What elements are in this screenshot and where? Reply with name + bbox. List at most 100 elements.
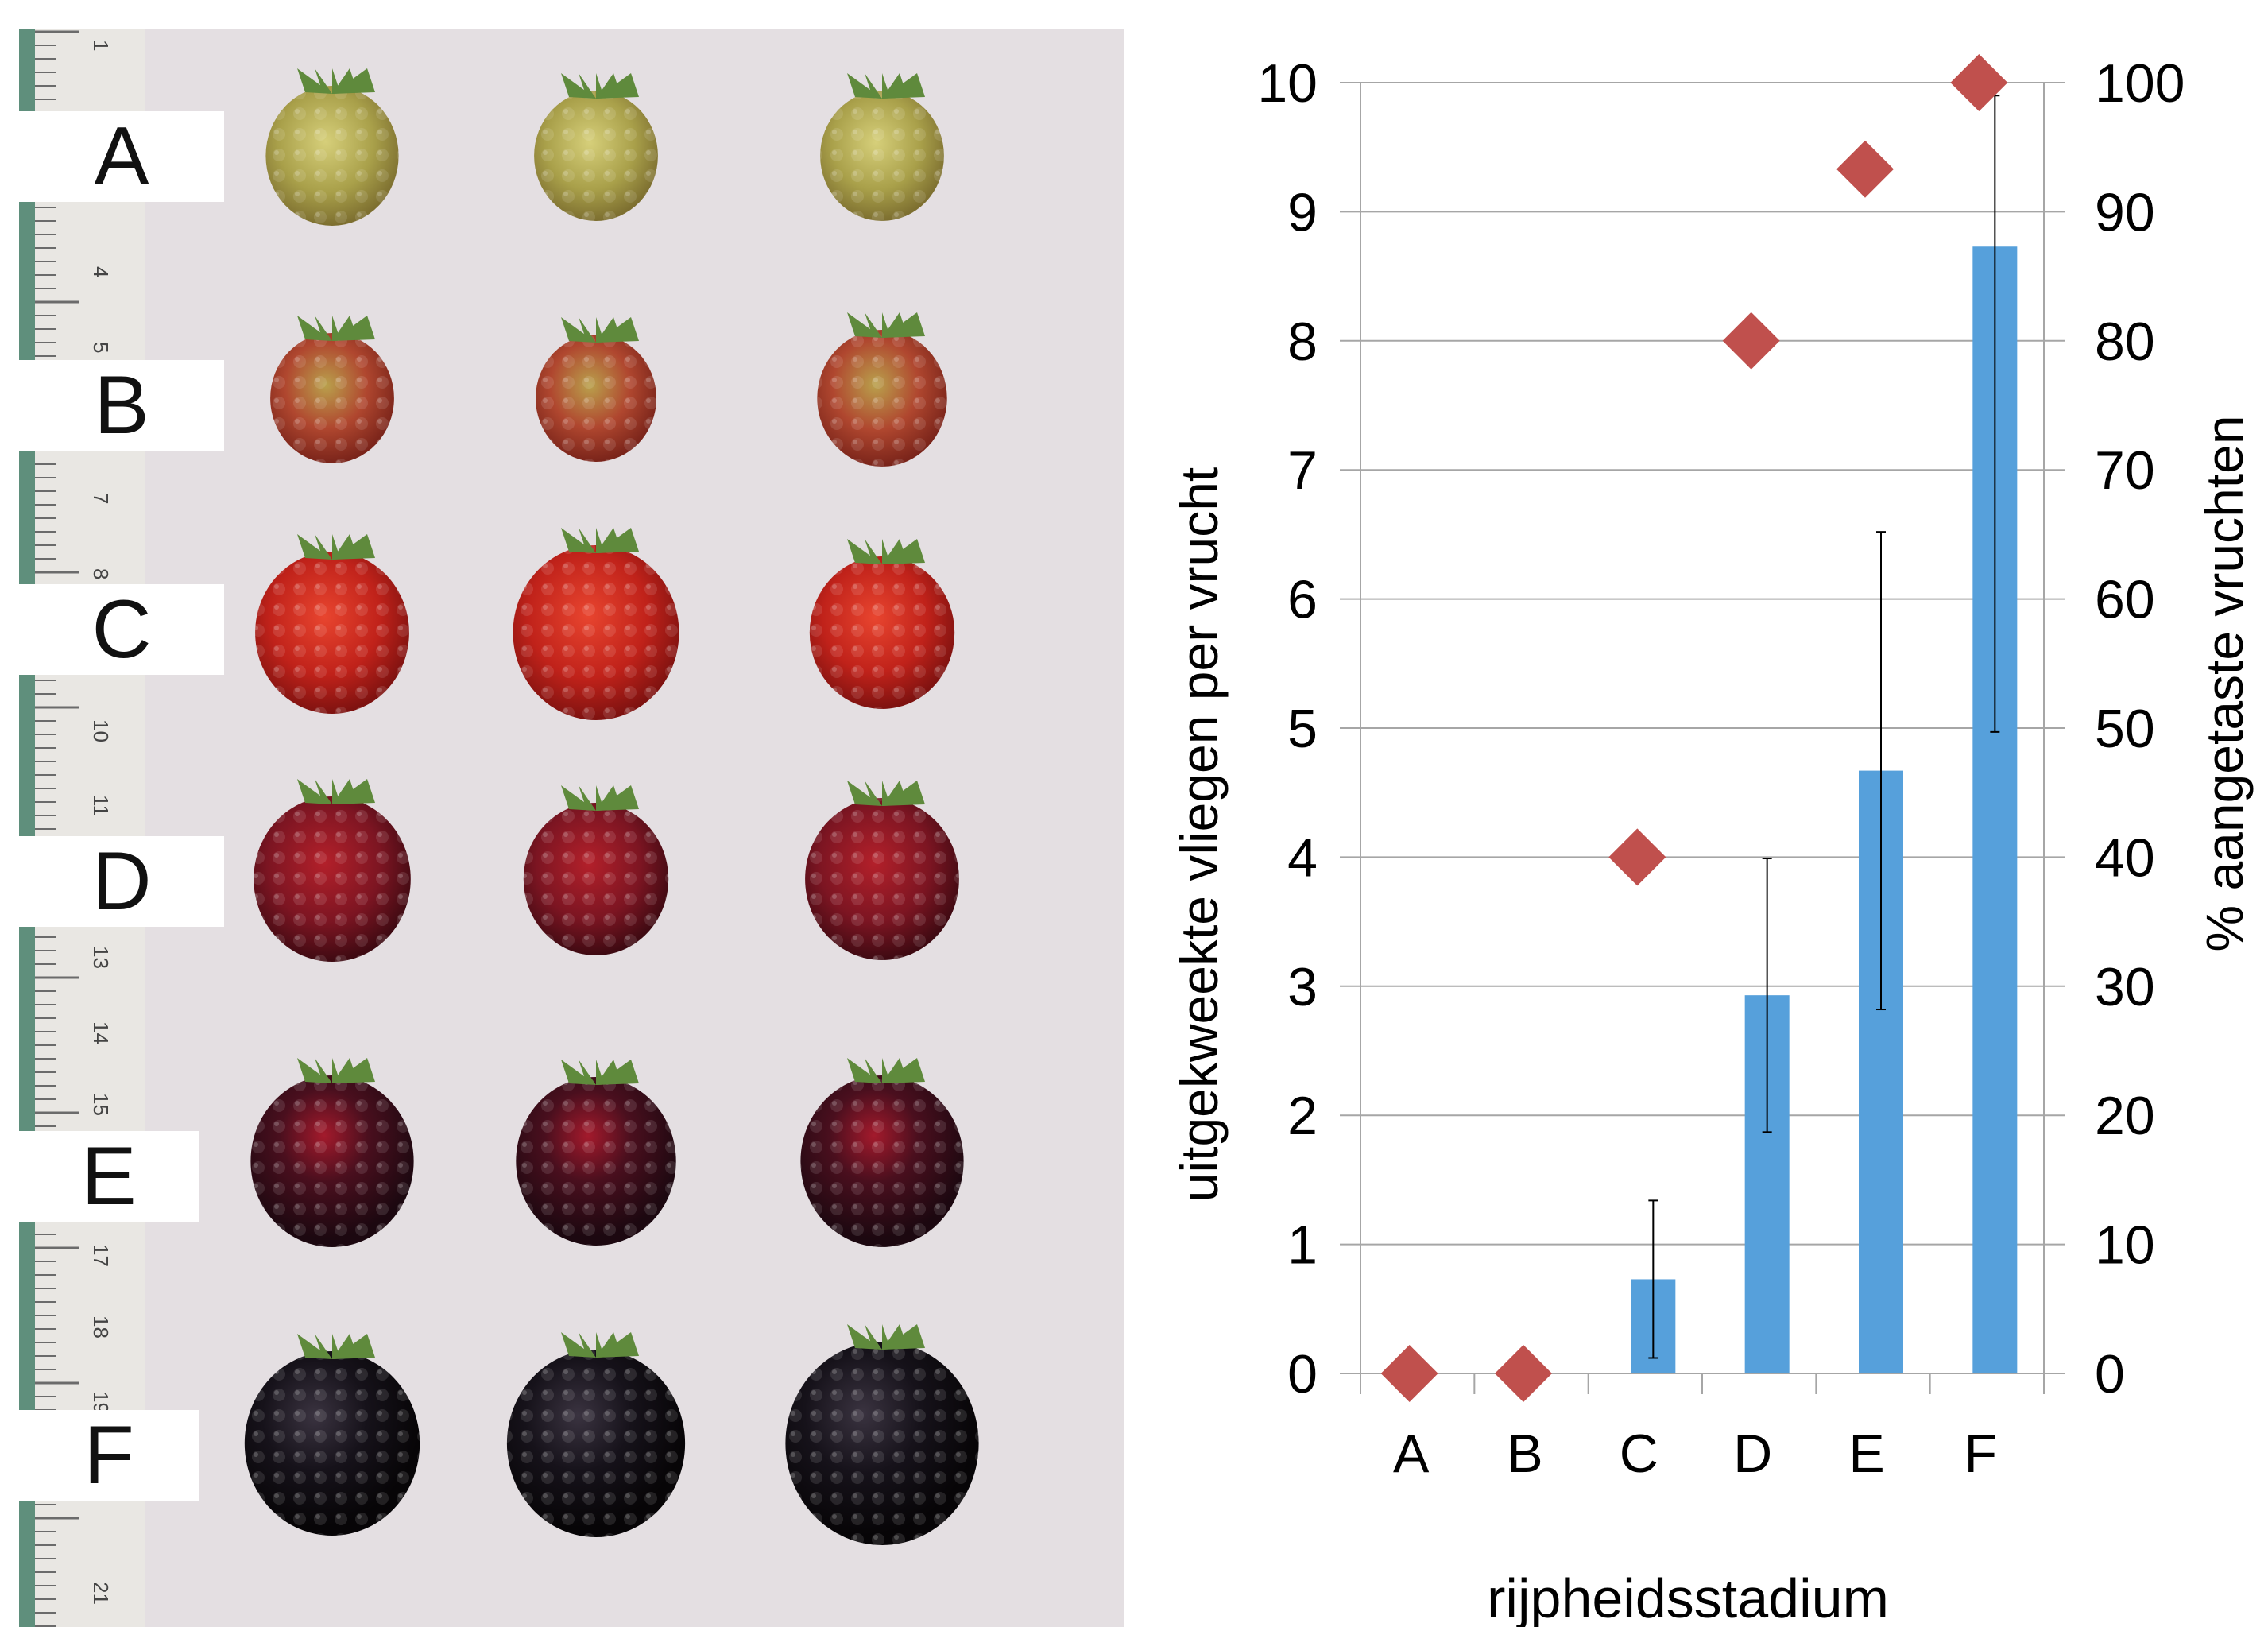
berry-calyx bbox=[332, 779, 375, 804]
ruler-number: 21 bbox=[89, 1582, 113, 1605]
berry-calyx bbox=[865, 1324, 882, 1350]
berry-drupelets bbox=[809, 556, 955, 709]
berry-drupelets bbox=[254, 796, 411, 962]
ruler-number: 7 bbox=[89, 493, 113, 504]
stage-label-d: D bbox=[19, 835, 224, 928]
ruler-number: 13 bbox=[89, 946, 113, 969]
ruler-number: 17 bbox=[89, 1244, 113, 1267]
y-right-tick-label: 60 bbox=[2095, 570, 2155, 630]
ruler-number: 18 bbox=[89, 1315, 113, 1339]
ruler-number: 15 bbox=[89, 1093, 113, 1116]
ruler-number: 8 bbox=[89, 568, 113, 579]
ruler-number: 1 bbox=[89, 40, 113, 51]
berry-calyx bbox=[315, 68, 332, 94]
ruler-number: 14 bbox=[89, 1021, 113, 1044]
berry-calyx bbox=[865, 312, 882, 338]
chart-svg: 0 1 2 3 4 5 6 7 8 9 10 0 10 20 30 40 50 60 70 80 90 100 A B C D… bbox=[1170, 53, 2254, 1629]
y-left-tick-label: 3 bbox=[1287, 957, 1318, 1017]
stage-label-f: F bbox=[19, 1408, 199, 1501]
ruler-number: 11 bbox=[89, 795, 113, 816]
berry-calyx bbox=[332, 1058, 375, 1083]
berry-calyx bbox=[579, 528, 596, 553]
marker bbox=[1722, 312, 1780, 370]
berry-calyx bbox=[865, 73, 882, 99]
ruler-number: 4 bbox=[89, 266, 113, 277]
berry-calyx bbox=[579, 1332, 596, 1358]
ruler-number: 10 bbox=[89, 719, 113, 742]
x-tick-label: C bbox=[1620, 1424, 1658, 1484]
berry-drupelets bbox=[270, 333, 394, 463]
y-right-tick-label: 10 bbox=[2095, 1215, 2155, 1276]
berry-drupelets bbox=[516, 1077, 676, 1246]
berry-calyx bbox=[865, 1058, 882, 1083]
x-tick-label: B bbox=[1507, 1424, 1542, 1484]
y-right-tick-label: 20 bbox=[2095, 1086, 2155, 1146]
ruler-number: 5 bbox=[89, 342, 113, 353]
berries bbox=[244, 68, 979, 1545]
y-left-tick-label: 10 bbox=[1257, 53, 1318, 114]
x-tick-label: D bbox=[1733, 1424, 1772, 1484]
berries-photo-image: 14567891011121314151617181921 bbox=[0, 0, 1128, 1627]
stage-label-d-text: D bbox=[91, 835, 152, 928]
berry-calyx bbox=[332, 534, 375, 560]
y-left-tick-label: 6 bbox=[1287, 570, 1318, 630]
y-left-tick-label: 7 bbox=[1287, 440, 1318, 501]
berry-calyx bbox=[882, 781, 925, 806]
berry-calyx bbox=[596, 73, 639, 99]
y-axis-right-label: % aangetaste vruchten bbox=[2195, 415, 2254, 951]
berry-drupelets bbox=[523, 803, 669, 955]
berry-calyx bbox=[882, 1058, 925, 1083]
marker bbox=[1950, 54, 2008, 111]
gridlines bbox=[1340, 82, 2065, 1394]
y-left-tick-label: 9 bbox=[1287, 182, 1318, 242]
berry-calyx bbox=[315, 1334, 332, 1359]
markers bbox=[1380, 54, 2008, 1402]
stage-label-b: B bbox=[19, 358, 224, 451]
berry-drupelets bbox=[250, 1075, 414, 1247]
berry-drupelets bbox=[244, 1351, 420, 1536]
berry-calyx bbox=[579, 73, 596, 99]
berry-calyx bbox=[579, 1060, 596, 1085]
y-left-tick-label: 2 bbox=[1287, 1086, 1318, 1146]
berry-drupelets bbox=[506, 1350, 686, 1537]
stage-label-f-text: F bbox=[83, 1408, 134, 1501]
stage-label-e-text: E bbox=[81, 1129, 137, 1222]
y-right-tick-label: 50 bbox=[2095, 699, 2155, 759]
stage-label-b-text: B bbox=[94, 358, 149, 451]
y-right-tick-label: 0 bbox=[2095, 1344, 2125, 1404]
marker bbox=[1380, 1345, 1438, 1402]
y-right-tick-label: 90 bbox=[2095, 182, 2155, 242]
left-axis-ticks: 0 1 2 3 4 5 6 7 8 9 10 bbox=[1257, 53, 1318, 1404]
berry-calyx bbox=[315, 779, 332, 804]
berry-drupelets bbox=[534, 91, 658, 221]
berry-calyx bbox=[865, 539, 882, 564]
marker bbox=[1495, 1345, 1552, 1402]
ripeness-chart: 0 1 2 3 4 5 6 7 8 9 10 0 10 20 30 40 50 60 70 80 90 100 A B C D… bbox=[1128, 0, 2268, 1629]
berry-drupelets bbox=[820, 91, 944, 221]
berry-drupelets bbox=[805, 798, 959, 960]
berry-calyx bbox=[596, 1060, 639, 1085]
berry-calyx bbox=[882, 73, 925, 99]
berries-photo: 14567891011121314151617181921 A B C D E … bbox=[0, 0, 1128, 1627]
y-right-tick-label: 80 bbox=[2095, 312, 2155, 372]
y-left-tick-label: 5 bbox=[1287, 699, 1318, 759]
berry-calyx bbox=[865, 781, 882, 806]
x-axis-ticks: A B C D E F bbox=[1393, 1424, 1997, 1484]
berry-calyx bbox=[596, 528, 639, 553]
stage-label-c-text: C bbox=[91, 583, 152, 676]
berry-calyx bbox=[332, 316, 375, 341]
berry-calyx bbox=[315, 316, 332, 341]
berry-drupelets bbox=[513, 545, 679, 720]
berry-calyx bbox=[315, 1058, 332, 1083]
berry-calyx bbox=[332, 68, 375, 94]
x-tick-label: E bbox=[1848, 1424, 1884, 1484]
x-axis-label: rijpheidsstadium bbox=[1487, 1567, 1889, 1627]
berry-calyx bbox=[579, 317, 596, 343]
berry-drupelets bbox=[536, 335, 656, 462]
bars bbox=[1631, 246, 2018, 1373]
x-tick-label: A bbox=[1393, 1424, 1430, 1484]
y-axis-left-label: uitgekweekte vliegen per vrucht bbox=[1170, 467, 1229, 1203]
berry-drupelets bbox=[817, 330, 947, 467]
berry-calyx bbox=[596, 785, 639, 811]
error-bars bbox=[1648, 95, 2000, 1359]
